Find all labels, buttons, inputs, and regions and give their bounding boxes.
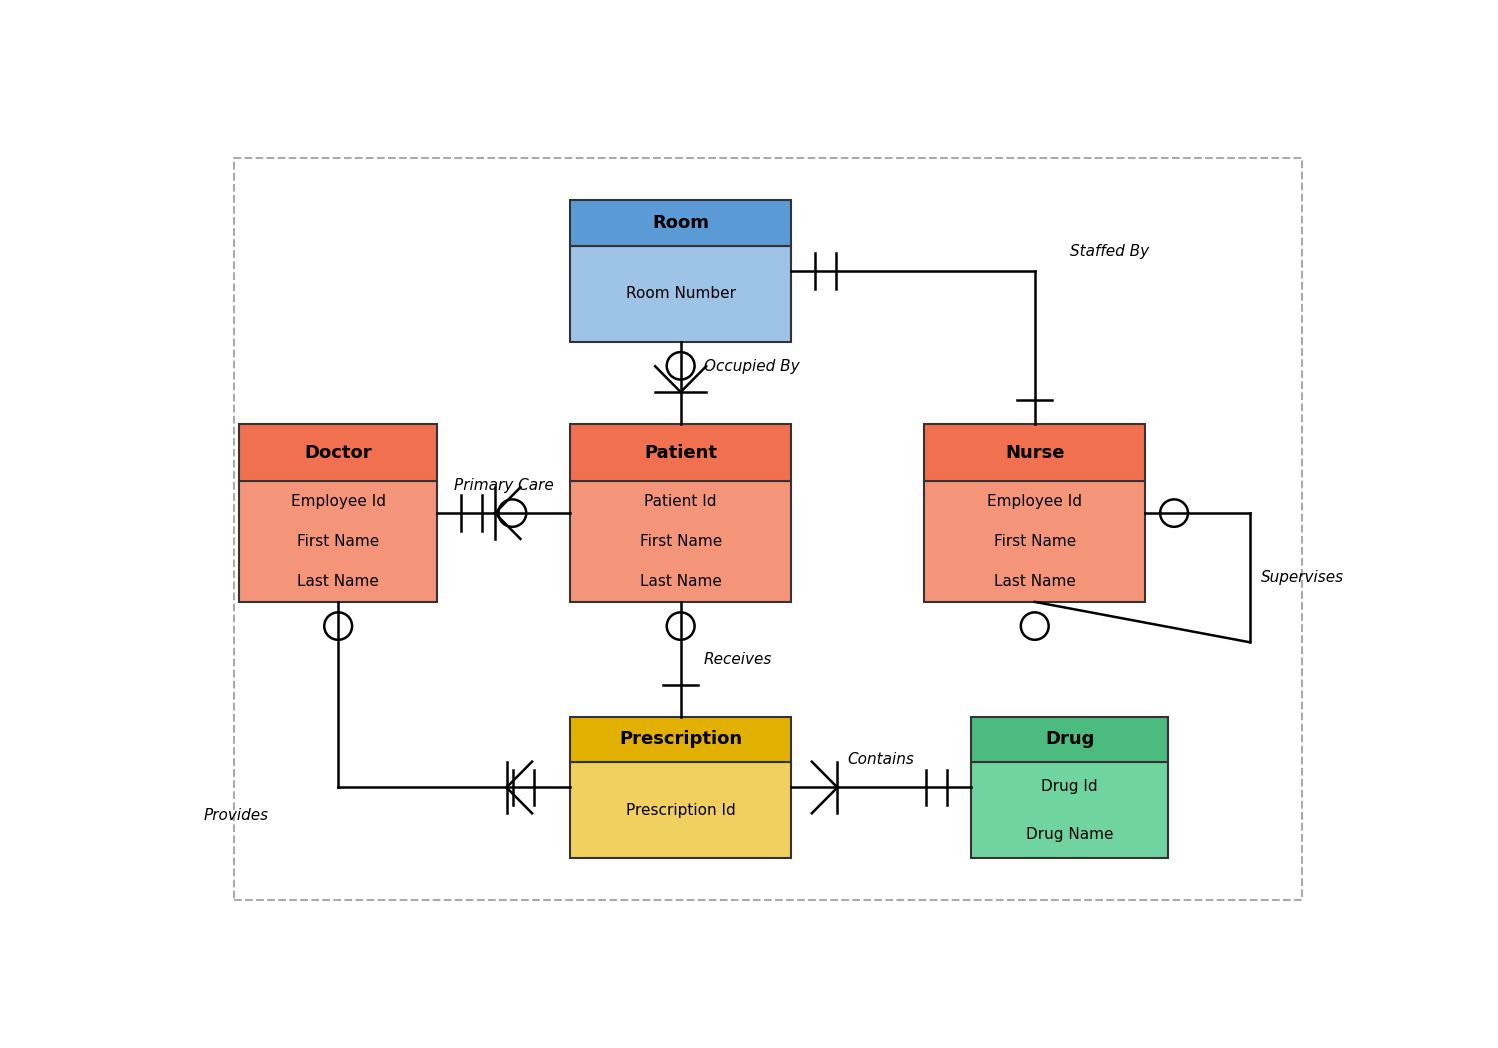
Text: Supervises: Supervises [1261, 570, 1344, 585]
Text: Room Number: Room Number [626, 286, 736, 301]
Text: Drug Id: Drug Id [1041, 779, 1098, 793]
Text: Room: Room [652, 214, 709, 232]
Text: Doctor: Doctor [304, 443, 372, 462]
Text: First Name: First Name [640, 534, 722, 549]
Text: Last Name: Last Name [640, 574, 722, 589]
Text: Prescription Id: Prescription Id [626, 803, 736, 817]
Text: Patient: Patient [644, 443, 718, 462]
Text: Contains: Contains [848, 752, 914, 767]
Text: Nurse: Nurse [1005, 443, 1065, 462]
Bar [240, 424, 437, 481]
Text: Last Name: Last Name [297, 574, 379, 589]
Text: Primary Care: Primary Care [454, 478, 553, 493]
Bar [571, 245, 791, 342]
Text: Drug Name: Drug Name [1026, 827, 1113, 842]
Text: Employee Id: Employee Id [987, 494, 1082, 508]
Bar [571, 717, 791, 762]
Text: Prescription: Prescription [619, 730, 742, 748]
Text: Patient Id: Patient Id [644, 494, 718, 508]
Bar [971, 762, 1168, 858]
Text: Occupied By: Occupied By [704, 359, 800, 374]
Bar [571, 481, 791, 602]
Bar [971, 717, 1168, 762]
Text: Last Name: Last Name [993, 574, 1076, 589]
Text: Staffed By: Staffed By [1070, 244, 1149, 259]
Text: Receives: Receives [704, 652, 773, 667]
Text: Drug: Drug [1046, 730, 1094, 748]
Bar [571, 762, 791, 858]
Text: First Name: First Name [297, 534, 379, 549]
Bar [924, 481, 1144, 602]
Text: Employee Id: Employee Id [291, 494, 385, 508]
Bar [240, 481, 437, 602]
Text: First Name: First Name [993, 534, 1076, 549]
Bar [924, 424, 1144, 481]
Bar [571, 424, 791, 481]
Text: Provides: Provides [204, 808, 268, 823]
Bar [571, 200, 791, 245]
